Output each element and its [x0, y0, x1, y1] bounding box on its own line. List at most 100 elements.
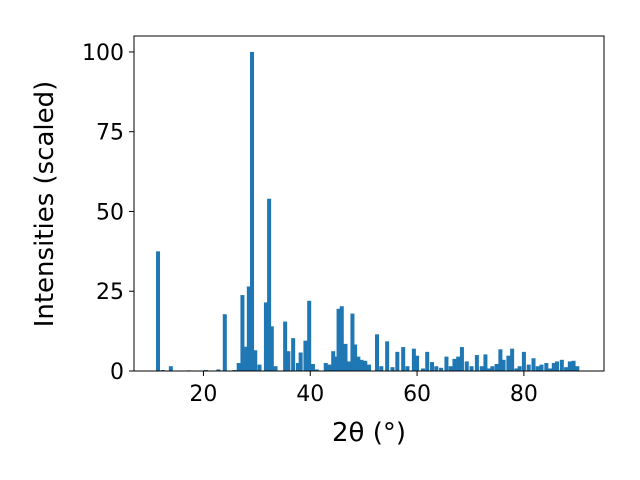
- bar-73: [514, 368, 519, 371]
- bar-70: [501, 359, 506, 371]
- bar-36: [350, 313, 355, 371]
- bar-16: [267, 198, 272, 371]
- bar-34: [343, 343, 348, 371]
- bar-82: [551, 363, 556, 371]
- bar-21: [291, 338, 296, 371]
- bar-30: [331, 351, 336, 371]
- bar-50: [415, 355, 420, 371]
- bar-56: [444, 356, 449, 371]
- bar-67: [490, 366, 495, 371]
- bar-28: [323, 363, 328, 371]
- bar-65: [483, 354, 488, 371]
- x-axis-label: 2θ (°): [332, 418, 406, 448]
- bar-49: [411, 348, 416, 371]
- bar-10: [244, 346, 249, 371]
- bar-71: [506, 355, 511, 371]
- bar-81: [548, 368, 553, 371]
- y-tick-label-50: 50: [96, 200, 124, 225]
- bar-75: [521, 351, 526, 371]
- bar-60: [459, 347, 464, 371]
- bar-23: [298, 352, 303, 371]
- y-tick-label-100: 100: [82, 41, 124, 66]
- bar-20: [286, 351, 291, 371]
- bar-61: [464, 361, 469, 371]
- bar-57: [448, 366, 453, 371]
- plot-frame: [133, 35, 605, 372]
- bar-26: [310, 363, 315, 371]
- bar-39: [359, 359, 364, 371]
- x-tick-label-80: 80: [510, 382, 538, 407]
- bar-46: [395, 351, 400, 371]
- bar-84: [559, 359, 564, 371]
- bar-6: [222, 314, 227, 371]
- bar-83: [555, 361, 560, 371]
- bar-47: [401, 347, 406, 371]
- bar-0: [156, 251, 161, 371]
- bars-group: [156, 51, 580, 371]
- bar-41: [367, 364, 372, 371]
- bar-87: [571, 360, 576, 371]
- bar-52: [425, 351, 430, 371]
- bar-80: [544, 363, 549, 371]
- bar-69: [498, 349, 503, 371]
- bar-22: [295, 363, 300, 371]
- bar-86: [567, 361, 572, 371]
- bar-38: [356, 356, 361, 371]
- bar-54: [434, 366, 439, 371]
- bar-29: [327, 364, 332, 371]
- bar-64: [479, 366, 484, 371]
- bar-37: [353, 344, 358, 371]
- bar-53: [430, 362, 435, 371]
- bar-59: [456, 356, 461, 371]
- bar-85: [564, 367, 569, 371]
- bar-35: [346, 361, 351, 371]
- bar-42: [375, 334, 380, 371]
- bar-51: [420, 368, 425, 371]
- bar-5: [216, 369, 221, 371]
- bar-45: [390, 367, 395, 371]
- x-axis: 20 40 60 80: [189, 371, 538, 407]
- bar-74: [517, 366, 522, 371]
- bar-31: [334, 356, 339, 371]
- y-tick-label-75: 75: [96, 121, 124, 146]
- bar-2: [168, 366, 173, 371]
- bar-12: [250, 51, 255, 371]
- x-tick-label-20: 20: [189, 382, 217, 407]
- bar-68: [494, 363, 499, 371]
- y-axis-label: Intensities (scaled): [30, 81, 60, 328]
- bar-44: [385, 341, 390, 371]
- bar-77: [531, 358, 536, 371]
- bar-8: [236, 363, 241, 371]
- bar-13: [253, 350, 258, 371]
- bar-48: [405, 366, 410, 371]
- bar-19: [283, 321, 288, 371]
- bar-66: [486, 368, 491, 371]
- bar-17: [269, 326, 274, 371]
- bar-9: [240, 295, 245, 371]
- bar-79: [539, 364, 544, 371]
- bar-62: [469, 366, 474, 371]
- bar-88: [575, 366, 580, 371]
- bar-58: [452, 358, 457, 371]
- bar-43: [379, 366, 384, 371]
- bar-18: [273, 366, 278, 371]
- bar-40: [363, 360, 368, 371]
- bar-33: [339, 306, 344, 371]
- y-tick-label-0: 0: [110, 360, 124, 385]
- bar-27: [314, 369, 319, 371]
- bar-55: [439, 367, 444, 371]
- x-tick-label-40: 40: [296, 382, 324, 407]
- bar-11: [246, 286, 251, 371]
- bar-24: [303, 340, 308, 371]
- x-tick-label-60: 60: [403, 382, 431, 407]
- bar-14: [257, 364, 262, 371]
- bar-72: [510, 348, 515, 371]
- bar-78: [535, 366, 540, 371]
- bar-76: [526, 364, 531, 371]
- y-axis: 0 25 50 75 100: [82, 41, 134, 385]
- bar-32: [336, 308, 341, 371]
- bar-25: [307, 300, 312, 371]
- y-tick-label-25: 25: [96, 280, 124, 305]
- bar-63: [474, 355, 479, 371]
